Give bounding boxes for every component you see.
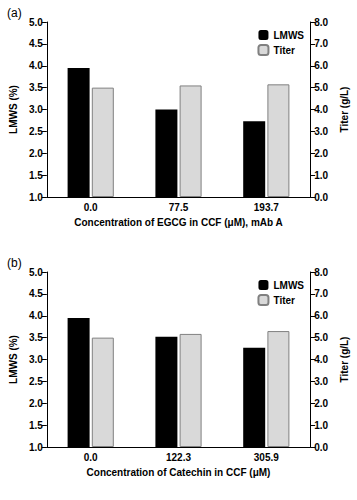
svg-text:3.0: 3.0 <box>29 354 43 365</box>
svg-text:(b): (b) <box>7 256 22 270</box>
svg-text:7.0: 7.0 <box>314 288 328 299</box>
svg-text:2.0: 2.0 <box>29 398 43 409</box>
svg-text:8.0: 8.0 <box>314 17 328 28</box>
svg-text:(a): (a) <box>7 6 22 20</box>
svg-text:122.3: 122.3 <box>166 452 191 463</box>
svg-text:1.0: 1.0 <box>29 192 43 203</box>
svg-text:8.0: 8.0 <box>314 267 328 278</box>
svg-text:4.0: 4.0 <box>314 104 328 115</box>
svg-text:3.0: 3.0 <box>29 104 43 115</box>
svg-text:4.0: 4.0 <box>29 310 43 321</box>
svg-text:2.5: 2.5 <box>29 126 43 137</box>
svg-text:2.0: 2.0 <box>314 148 328 159</box>
svg-text:4.0: 4.0 <box>29 60 43 71</box>
svg-text:1.0: 1.0 <box>314 170 328 181</box>
svg-text:2.0: 2.0 <box>29 148 43 159</box>
svg-text:2.5: 2.5 <box>29 376 43 387</box>
svg-text:4.5: 4.5 <box>29 38 43 49</box>
svg-text:Titer: Titer <box>273 295 295 306</box>
svg-text:1.0: 1.0 <box>314 420 328 431</box>
svg-text:LMWS (%): LMWS (%) <box>8 85 19 134</box>
svg-text:5.0: 5.0 <box>29 267 43 278</box>
svg-text:305.9: 305.9 <box>254 452 279 463</box>
svg-text:Titer (g/L): Titer (g/L) <box>339 87 350 133</box>
svg-text:1.5: 1.5 <box>29 420 43 431</box>
svg-text:3.0: 3.0 <box>314 126 328 137</box>
svg-text:Concentration of EGCG in CCF (: Concentration of EGCG in CCF (μM), mAb A <box>74 217 283 228</box>
svg-text:5.0: 5.0 <box>314 82 328 93</box>
svg-text:LMWS (%): LMWS (%) <box>8 335 19 384</box>
svg-text:1.5: 1.5 <box>29 170 43 181</box>
svg-text:193.7: 193.7 <box>254 202 279 213</box>
svg-text:6.0: 6.0 <box>314 60 328 71</box>
svg-text:0.0: 0.0 <box>84 452 98 463</box>
svg-text:3.5: 3.5 <box>29 332 43 343</box>
svg-text:0.0: 0.0 <box>314 442 328 453</box>
svg-text:0.0: 0.0 <box>84 202 98 213</box>
svg-text:5.0: 5.0 <box>29 17 43 28</box>
svg-text:5.0: 5.0 <box>314 332 328 343</box>
svg-text:Concentration of Catechin in C: Concentration of Catechin in CCF (μM) <box>87 467 271 478</box>
svg-text:LMWS: LMWS <box>273 280 304 291</box>
svg-text:Titer (g/L): Titer (g/L) <box>339 337 350 383</box>
svg-text:6.0: 6.0 <box>314 310 328 321</box>
svg-text:7.0: 7.0 <box>314 38 328 49</box>
svg-text:2.0: 2.0 <box>314 398 328 409</box>
svg-text:1.0: 1.0 <box>29 442 43 453</box>
svg-text:3.0: 3.0 <box>314 376 328 387</box>
svg-text:77.5: 77.5 <box>169 202 189 213</box>
svg-text:3.5: 3.5 <box>29 82 43 93</box>
svg-text:Titer: Titer <box>273 45 295 56</box>
svg-text:4.0: 4.0 <box>314 354 328 365</box>
svg-text:4.5: 4.5 <box>29 288 43 299</box>
svg-text:0.0: 0.0 <box>314 192 328 203</box>
svg-text:LMWS: LMWS <box>273 30 304 41</box>
